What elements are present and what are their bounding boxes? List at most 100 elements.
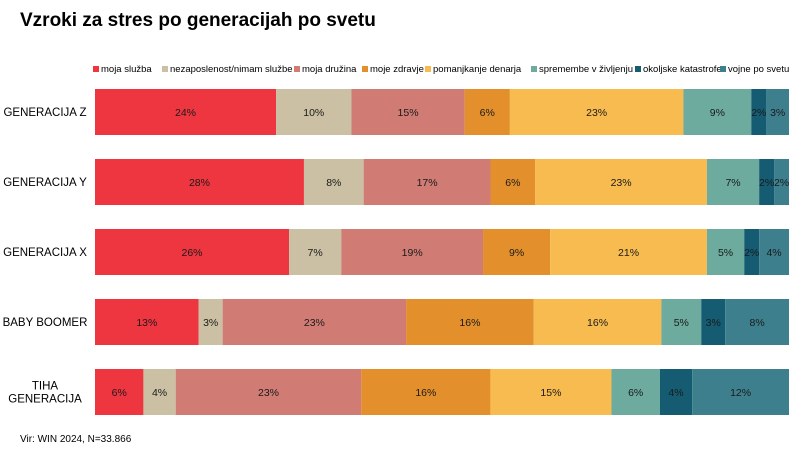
data-label: 8% (326, 177, 341, 189)
bar-segment (341, 229, 484, 275)
data-label: 9% (710, 107, 725, 119)
legend-label: spremembe v življenju (539, 64, 633, 75)
bar-segment (725, 299, 789, 345)
bar-segment (303, 159, 364, 205)
data-label: 6% (480, 107, 495, 119)
bar-segment (692, 369, 789, 415)
data-label: 9% (509, 247, 524, 259)
data-label: 2% (759, 177, 774, 189)
bar-segment (363, 159, 491, 205)
legend-label: moje zdravje (370, 64, 424, 75)
category-label: GENERACIJA Z (3, 107, 86, 119)
legend-label: vojne po svetu (728, 64, 789, 75)
category-label: BABY BOOMER (3, 317, 88, 329)
data-label: 2% (751, 107, 766, 119)
bar-segment (751, 89, 767, 135)
data-label: 4% (152, 387, 167, 399)
data-label: 6% (628, 387, 643, 399)
legend-label: okoljske katastrofe (643, 64, 722, 75)
bar-segment (701, 299, 726, 345)
bar-segment (550, 229, 707, 275)
category-label: GENERACIJA (8, 394, 82, 406)
bar-segment (509, 89, 684, 135)
data-label: 28% (189, 177, 210, 189)
bar-segment (661, 299, 702, 345)
bar-segment (464, 89, 510, 135)
legend-swatch (531, 66, 537, 72)
legend-label: pomanjkanje denarja (433, 64, 522, 75)
data-label: 8% (749, 317, 764, 329)
data-label: 16% (587, 317, 608, 329)
bar-segment (774, 159, 789, 205)
bar-segment (175, 369, 362, 415)
bar-segment (95, 369, 144, 415)
bar-segment (289, 229, 342, 275)
bar-segment (490, 159, 536, 205)
bar-segment (611, 369, 660, 415)
data-label: 17% (417, 177, 438, 189)
legend-swatch (162, 66, 168, 72)
legend-swatch (362, 66, 368, 72)
bar-segment (361, 369, 491, 415)
bar-segment (683, 89, 752, 135)
bar-segment (535, 159, 707, 205)
legend-label: nezaposlenost/nimam službe (170, 64, 293, 75)
legend-swatch (294, 66, 300, 72)
bar-segment (143, 369, 176, 415)
bar-segment (276, 89, 352, 135)
data-label: 7% (725, 177, 740, 189)
bar-segment (706, 159, 760, 205)
data-label: 6% (112, 387, 127, 399)
data-label: 23% (258, 387, 279, 399)
data-label: 26% (182, 247, 203, 259)
bar-segment (533, 299, 662, 345)
bar-segment (744, 229, 760, 275)
legend-swatch (635, 66, 641, 72)
data-label: 10% (303, 107, 324, 119)
data-label: 23% (586, 107, 607, 119)
bar-segment (706, 229, 745, 275)
legend-swatch (720, 66, 726, 72)
data-label: 3% (203, 317, 218, 329)
bar-segment (659, 369, 693, 415)
data-label: 23% (304, 317, 325, 329)
data-label: 7% (308, 247, 323, 259)
bar-segment (766, 89, 789, 135)
data-label: 13% (136, 317, 157, 329)
data-label: 2% (774, 177, 789, 189)
bar-segment (95, 229, 290, 275)
data-label: 15% (398, 107, 419, 119)
data-label: 5% (674, 317, 689, 329)
bar-segment (351, 89, 465, 135)
bar-segment (759, 229, 789, 275)
category-label: TIHA (32, 381, 59, 393)
data-label: 19% (402, 247, 423, 259)
bar-segment (95, 299, 199, 345)
data-label: 4% (668, 387, 683, 399)
data-label: 2% (744, 247, 759, 259)
data-label: 5% (718, 247, 733, 259)
data-label: 24% (175, 107, 196, 119)
data-label: 4% (766, 247, 781, 259)
data-label: 6% (505, 177, 520, 189)
bar-segment (490, 369, 612, 415)
data-label: 21% (618, 247, 639, 259)
data-label: 12% (730, 387, 751, 399)
data-label: 3% (770, 107, 785, 119)
legend-label: moja družina (302, 64, 357, 75)
legend-swatch (93, 66, 99, 72)
legend-swatch (425, 66, 431, 72)
data-label: 23% (611, 177, 632, 189)
bar-segment (95, 89, 277, 135)
data-label: 16% (415, 387, 436, 399)
bar-segment (483, 229, 551, 275)
data-label: 3% (706, 317, 721, 329)
chart-title: Vzroki za stres po generacijah po svetu (20, 10, 376, 31)
bar-segment (759, 159, 775, 205)
category-label: GENERACIJA Y (3, 177, 87, 189)
bar-segment (222, 299, 407, 345)
data-label: 16% (459, 317, 480, 329)
bar-segment (198, 299, 223, 345)
source-note: Vir: WIN 2024, N=33.866 (20, 434, 132, 445)
